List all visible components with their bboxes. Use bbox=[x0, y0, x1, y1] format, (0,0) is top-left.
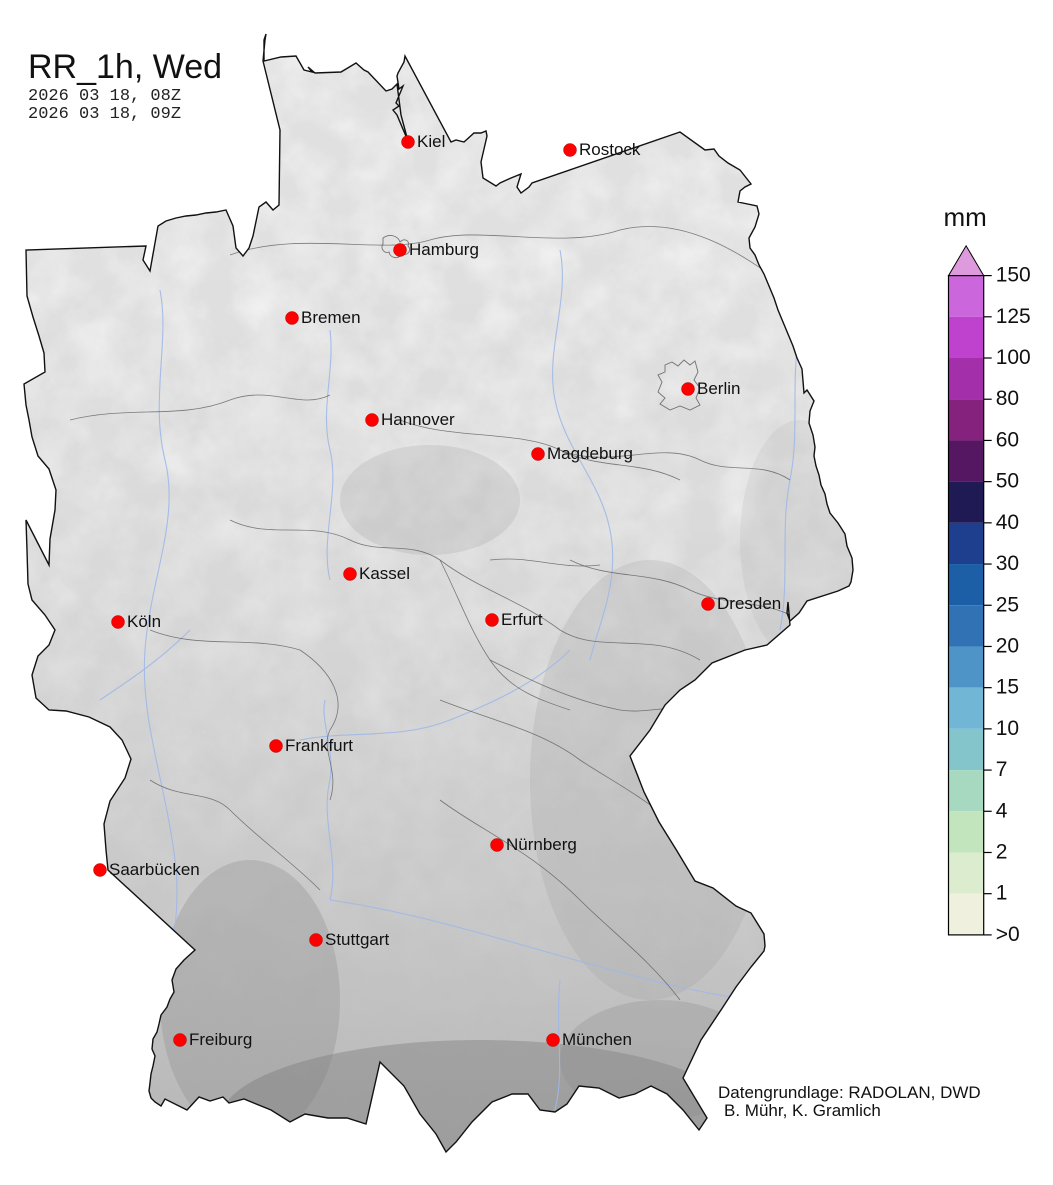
svg-text:Rostock: Rostock bbox=[579, 140, 641, 159]
svg-text:Dresden: Dresden bbox=[717, 594, 781, 613]
svg-text:30: 30 bbox=[996, 552, 1019, 575]
svg-text:Hannover: Hannover bbox=[381, 410, 455, 429]
svg-text:80: 80 bbox=[996, 387, 1019, 410]
svg-text:60: 60 bbox=[996, 428, 1019, 451]
svg-text:mm: mm bbox=[944, 202, 987, 232]
svg-text:100: 100 bbox=[996, 346, 1031, 369]
svg-text:Hamburg: Hamburg bbox=[409, 240, 479, 259]
svg-text:4: 4 bbox=[996, 799, 1008, 822]
svg-text:20: 20 bbox=[996, 634, 1019, 657]
svg-text:Stuttgart: Stuttgart bbox=[325, 930, 390, 949]
svg-text:Saarbücken: Saarbücken bbox=[109, 860, 200, 879]
svg-text:Freiburg: Freiburg bbox=[189, 1030, 252, 1049]
svg-text:Bremen: Bremen bbox=[301, 308, 361, 327]
svg-text:>0: >0 bbox=[996, 923, 1020, 946]
svg-text:München: München bbox=[562, 1030, 632, 1049]
svg-text:Frankfurt: Frankfurt bbox=[285, 736, 353, 755]
svg-text:50: 50 bbox=[996, 470, 1019, 493]
svg-text:Magdeburg: Magdeburg bbox=[547, 444, 633, 463]
svg-text:Nürnberg: Nürnberg bbox=[506, 835, 577, 854]
svg-text:7: 7 bbox=[996, 758, 1008, 781]
svg-text:Erfurt: Erfurt bbox=[501, 610, 543, 629]
svg-text:Köln: Köln bbox=[127, 612, 161, 631]
svg-text:Berlin: Berlin bbox=[697, 379, 740, 398]
svg-text:Kassel: Kassel bbox=[359, 564, 410, 583]
svg-text:150: 150 bbox=[996, 264, 1031, 287]
svg-text:2: 2 bbox=[996, 840, 1008, 863]
svg-text:40: 40 bbox=[996, 511, 1019, 534]
svg-text:Kiel: Kiel bbox=[417, 132, 445, 151]
svg-text:125: 125 bbox=[996, 305, 1031, 328]
svg-text:10: 10 bbox=[996, 717, 1019, 740]
svg-text:1: 1 bbox=[996, 882, 1008, 905]
svg-text:25: 25 bbox=[996, 593, 1019, 616]
svg-text:15: 15 bbox=[996, 676, 1019, 699]
